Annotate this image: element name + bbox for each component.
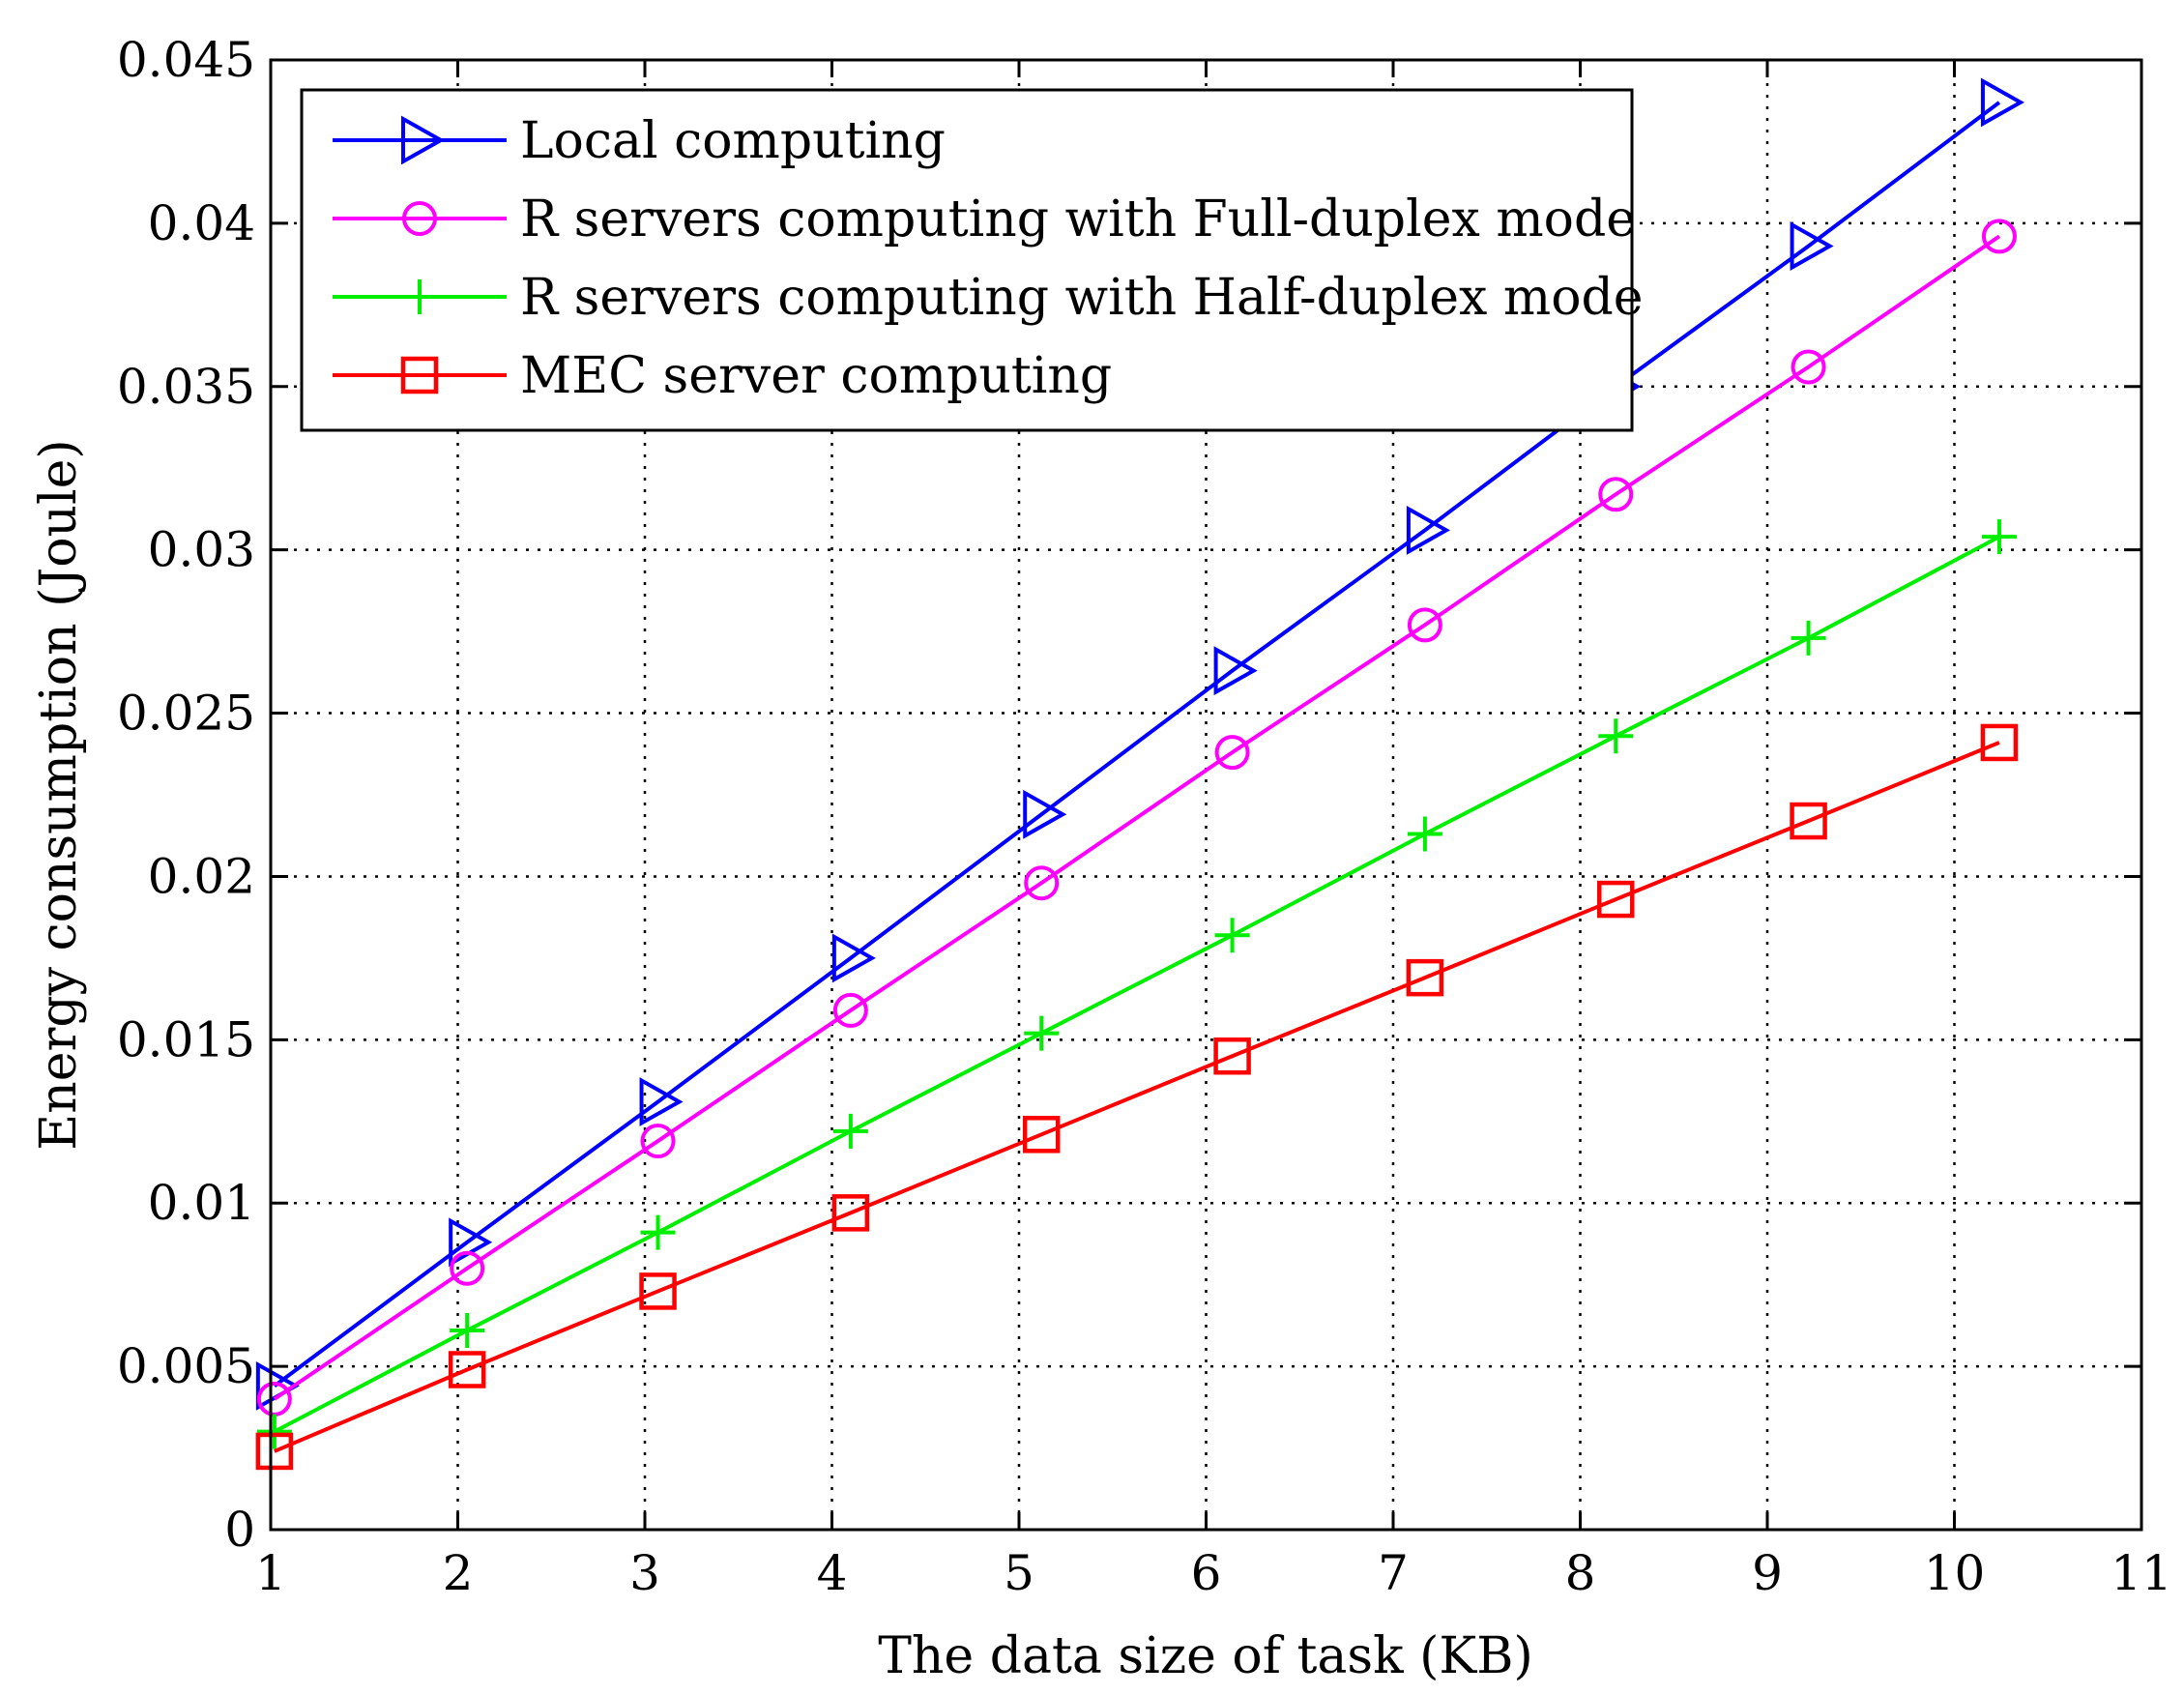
data-point [1598,718,1634,754]
data-point [1023,789,1067,839]
data-point [1406,958,1444,997]
series-line [273,234,2001,1401]
x-tick-label: 4 [817,1545,848,1601]
y-tick-label: 0.02 [148,848,255,904]
series-line [274,741,2000,1453]
legend-marker [400,356,439,395]
data-point [448,1351,486,1388]
x-tick-label: 1 [255,1545,286,1601]
series-4 [255,723,2019,1471]
legend-marker [402,279,437,314]
legend-box [300,88,1634,432]
series-3 [256,519,2017,1449]
legend-label: R servers computing with Full-duplex mod… [520,190,1636,248]
y-tick-label: 0 [224,1502,255,1558]
data-point [1214,735,1250,771]
legend-marker [401,115,446,165]
data-point [639,1077,684,1126]
x-tick-label: 10 [1924,1545,1986,1601]
data-point [1598,477,1634,512]
y-tick-label: 0.01 [148,1175,255,1231]
data-point [1790,802,1827,840]
series-1 [255,77,2025,1411]
data-point [1981,519,2017,555]
y-tick-label: 0.025 [117,686,255,742]
legend-entry: MEC server computing [333,347,1112,405]
legend-entry: R servers computing with Full-duplex mod… [333,190,1636,248]
data-point [831,1194,870,1232]
data-point [1980,77,2025,128]
data-point [1214,918,1250,953]
series-layer [255,77,2025,1471]
data-point [1407,607,1442,643]
data-point [1213,1037,1251,1075]
x-tick-label: 9 [1752,1545,1783,1601]
legend-marker [402,201,437,236]
legend-entry: Local computing [333,112,946,170]
legend-label: R servers computing with Half-duplex mod… [520,269,1644,327]
y-tick-label: 0.005 [117,1338,255,1394]
data-point [1790,221,1834,271]
series-line [273,101,2001,1388]
legend: Local computing R servers computing with … [300,88,1644,432]
data-point [831,933,876,983]
data-point [1791,349,1826,385]
data-point [1597,880,1635,919]
data-point [450,1312,485,1348]
x-tick-label: 2 [443,1545,474,1601]
x-tick-label: 11 [2111,1545,2172,1601]
series-line [273,535,2000,1434]
x-axis-label: The data size of task (KB) [878,1627,1533,1685]
data-point [640,1214,676,1250]
legend-entry: R servers computing with Half-duplex mod… [333,269,1644,327]
data-point [1407,816,1442,852]
data-point [1213,646,1258,696]
x-tick-label: 3 [629,1545,660,1601]
legend-label: MEC server computing [520,347,1112,405]
y-tick-label: 0.045 [117,32,255,88]
data-point [1791,620,1826,656]
data-point [832,992,868,1028]
data-point [255,1432,294,1471]
y-tick-label: 0.035 [117,359,255,415]
data-point [832,1113,868,1149]
x-tick-label: 8 [1565,1545,1596,1601]
y-tick-label: 0.04 [148,195,255,251]
x-tick-label: 7 [1378,1545,1409,1601]
data-point [1024,1015,1060,1051]
data-point [256,1414,292,1449]
y-tick-label: 0.03 [148,522,255,578]
ticks: 1 2 3 4 5 6 7 8 9 10 11 0 0.005 0.01 0.015 0.02 0.025 0.0… [117,32,2172,1601]
y-tick-label: 0.015 [117,1011,255,1067]
data-point [1024,865,1060,901]
data-point [639,1272,677,1310]
data-point [640,1124,676,1159]
x-tick-label: 5 [1004,1545,1034,1601]
data-point [1406,505,1450,555]
data-point [450,1250,485,1286]
x-tick-label: 6 [1191,1545,1222,1601]
y-axis-label: Energy consumption (Joule) [30,439,88,1150]
legend-label: Local computing [520,112,946,170]
data-point [1981,219,2017,254]
data-point [1022,1116,1061,1154]
data-point [1980,723,2019,762]
series-2 [256,219,2017,1417]
